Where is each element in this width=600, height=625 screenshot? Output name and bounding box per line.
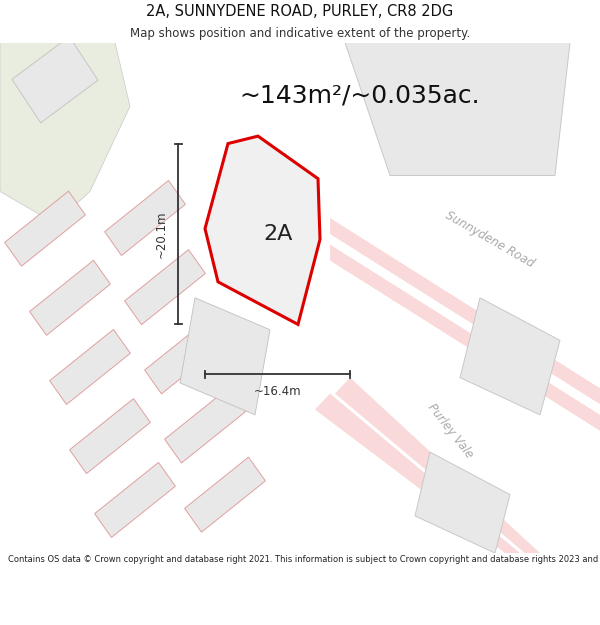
Polygon shape <box>415 452 510 553</box>
Polygon shape <box>104 181 185 256</box>
Polygon shape <box>460 298 560 415</box>
Polygon shape <box>330 218 600 404</box>
Polygon shape <box>5 191 85 266</box>
Text: Map shows position and indicative extent of the property.: Map shows position and indicative extent… <box>130 27 470 39</box>
Text: ~143m²/~0.035ac.: ~143m²/~0.035ac. <box>239 84 481 107</box>
Polygon shape <box>0 42 130 223</box>
Polygon shape <box>228 154 302 296</box>
Polygon shape <box>345 42 570 176</box>
Text: 2A: 2A <box>263 224 293 244</box>
Polygon shape <box>185 457 265 532</box>
Polygon shape <box>330 244 600 431</box>
Text: ~20.1m: ~20.1m <box>155 210 167 258</box>
Polygon shape <box>180 298 270 415</box>
Text: ~16.4m: ~16.4m <box>254 385 301 398</box>
Polygon shape <box>205 136 320 324</box>
Polygon shape <box>95 462 175 538</box>
Polygon shape <box>164 388 245 463</box>
Polygon shape <box>12 37 98 123</box>
Text: Purley Vale: Purley Vale <box>425 401 475 461</box>
Polygon shape <box>125 249 205 324</box>
Polygon shape <box>315 394 520 553</box>
Polygon shape <box>70 399 151 474</box>
Text: Contains OS data © Crown copyright and database right 2021. This information is : Contains OS data © Crown copyright and d… <box>8 554 600 564</box>
Text: Sunnydene Road: Sunnydene Road <box>443 209 537 270</box>
Text: 2A, SUNNYDENE ROAD, PURLEY, CR8 2DG: 2A, SUNNYDENE ROAD, PURLEY, CR8 2DG <box>146 4 454 19</box>
Polygon shape <box>335 378 540 553</box>
Polygon shape <box>29 260 110 336</box>
Polygon shape <box>50 329 130 404</box>
Polygon shape <box>145 319 226 394</box>
